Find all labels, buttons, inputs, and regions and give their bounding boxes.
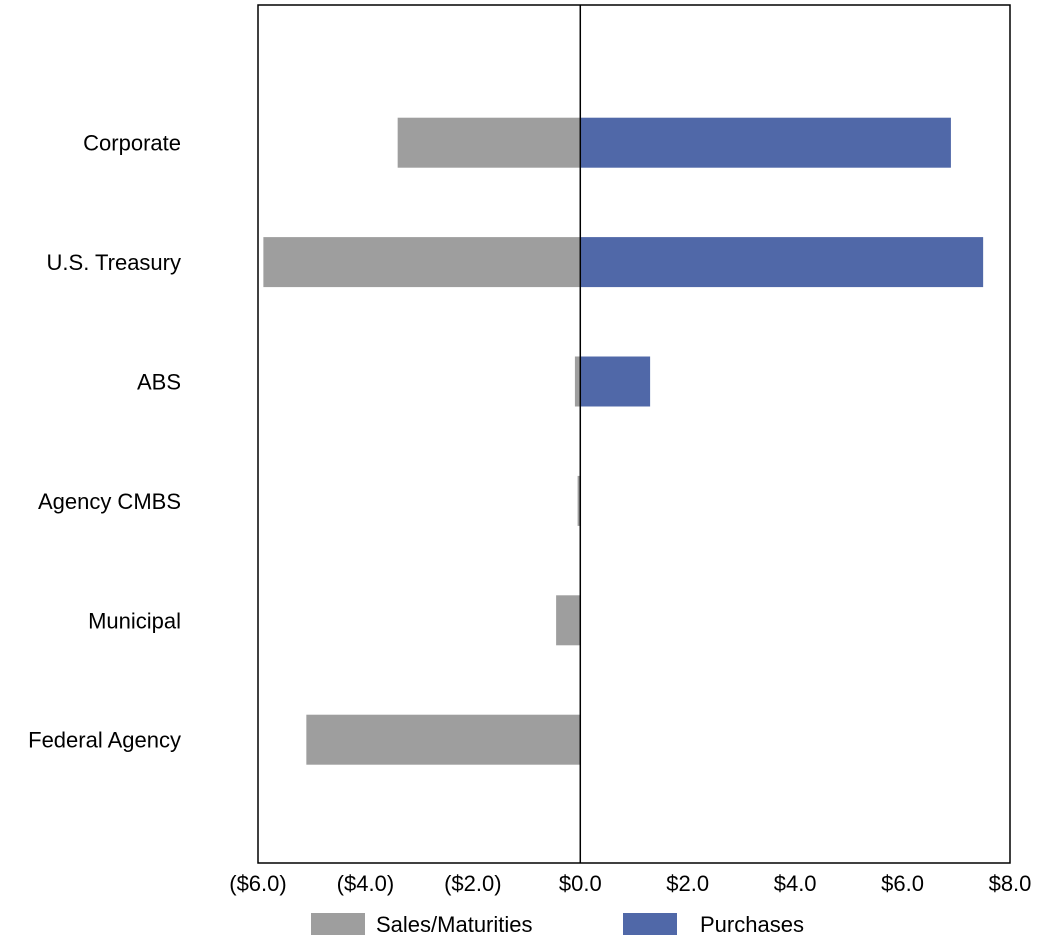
bar-1-0 bbox=[580, 117, 951, 168]
x-tick-label: $4.0 bbox=[774, 871, 817, 896]
legend: Sales/Maturities Purchases bbox=[311, 912, 804, 937]
bar-0-0 bbox=[397, 117, 581, 168]
category-label: U.S. Treasury bbox=[47, 250, 181, 275]
plot-frame bbox=[257, 4, 1011, 864]
x-tick-label: $8.0 bbox=[989, 871, 1032, 896]
category-label: Federal Agency bbox=[28, 728, 181, 753]
bar-1-1 bbox=[580, 237, 984, 288]
bar-0-1 bbox=[263, 237, 581, 288]
bar-0-3 bbox=[577, 475, 581, 526]
category-label: ABS bbox=[137, 370, 181, 395]
legend-label-0: Sales/Maturities bbox=[376, 912, 533, 937]
bar-0-5 bbox=[306, 714, 581, 765]
x-tick-label: ($4.0) bbox=[337, 871, 394, 896]
bars-layer bbox=[263, 117, 984, 765]
x-tick-label: $2.0 bbox=[666, 871, 709, 896]
legend-swatch-0 bbox=[311, 913, 365, 935]
bar-1-2 bbox=[580, 356, 651, 407]
x-tick-label: ($2.0) bbox=[444, 871, 501, 896]
category-label: Municipal bbox=[88, 608, 181, 633]
x-tick-label: $0.0 bbox=[559, 871, 602, 896]
x-tick-labels: ($6.0) ($4.0) ($2.0) $0.0 $2.0 $4.0 $6.0 $8.0 bbox=[229, 871, 1031, 896]
legend-swatch-1 bbox=[623, 913, 677, 935]
legend-label-1: Purchases bbox=[700, 912, 804, 937]
bar-0-4 bbox=[556, 595, 581, 646]
bar-0-2 bbox=[574, 356, 581, 407]
category-label: Corporate bbox=[83, 131, 181, 156]
x-tick-label: ($6.0) bbox=[229, 871, 286, 896]
x-tick-label: $6.0 bbox=[881, 871, 924, 896]
category-label: Agency CMBS bbox=[38, 489, 181, 514]
category-labels: Corporate U.S. Treasury ABS Agency CMBS Muni… bbox=[28, 131, 181, 753]
